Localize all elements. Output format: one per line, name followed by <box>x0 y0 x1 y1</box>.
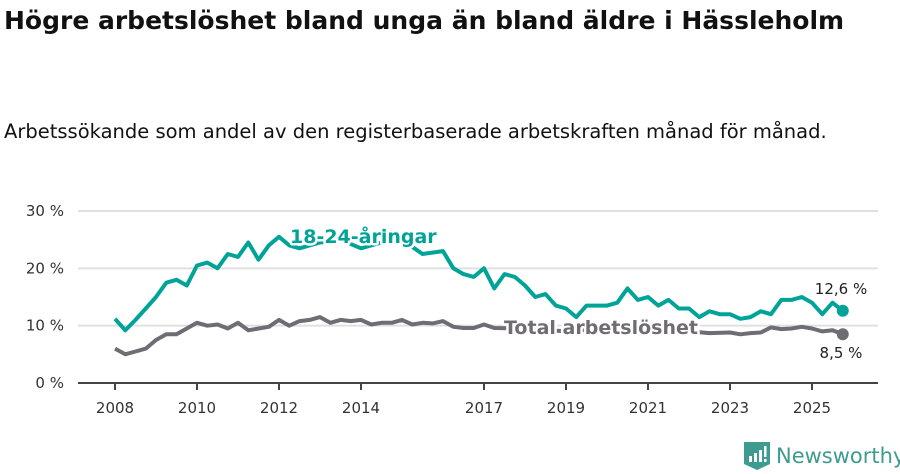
y-tick-label: 0 % <box>35 374 64 392</box>
youth-series-line <box>113 234 845 333</box>
x-tick-label: 2019 <box>547 399 585 417</box>
y-tick-label: 10 % <box>26 317 64 335</box>
x-tick-label: 2021 <box>629 399 667 417</box>
x-tick-label: 2010 <box>178 399 216 417</box>
x-tick-label: 2014 <box>342 399 380 417</box>
newsworthy-logo-icon <box>744 442 770 470</box>
brand-name: Newsworthy <box>776 444 900 468</box>
youth-series-label: 18-24-åringar <box>290 224 437 248</box>
total-series-line <box>114 315 844 357</box>
x-tick-label: 2025 <box>793 399 831 417</box>
newsworthy-logo: Newsworthy <box>744 442 900 470</box>
x-tick-label: 2012 <box>260 399 298 417</box>
x-tick-label: 2023 <box>711 399 749 417</box>
chart-title: Högre arbetslöshet bland unga än bland ä… <box>4 6 845 35</box>
y-tick-label: 30 % <box>26 202 64 220</box>
total-end-point <box>836 328 849 341</box>
youth-end-point <box>836 304 849 317</box>
x-tick-label: 2017 <box>465 399 503 417</box>
total-series-label: Total arbetslöshet <box>504 317 698 339</box>
youth-end-value-label: 12,6 % <box>815 280 867 298</box>
x-tick-label: 2008 <box>96 399 134 417</box>
total-end-value-label: 8,5 % <box>820 344 863 362</box>
y-tick-label: 20 % <box>26 259 64 277</box>
chart-subtitle: Arbetssökande som andel av den registerb… <box>4 120 827 143</box>
